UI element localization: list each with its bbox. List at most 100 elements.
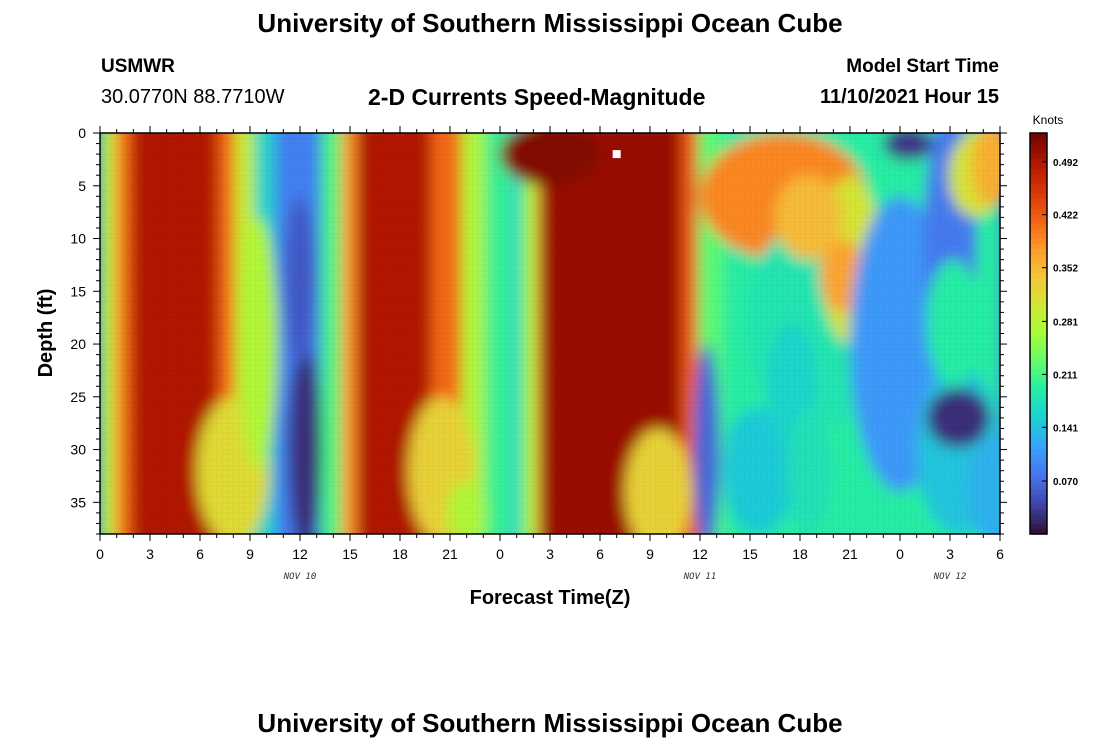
colorbar-segment [1030,308,1047,315]
x-tick-label: 12 [692,546,708,562]
chart-title: University of Southern Mississippi Ocean… [257,8,843,38]
speed-feature [786,407,830,534]
colorbar-segment [1030,413,1047,420]
speed-band [484,133,516,534]
x-tick-label: 12 [292,546,308,562]
speed-feature [693,344,720,534]
colorbar-segment [1030,188,1047,194]
x-tick-label: 9 [246,546,254,562]
speed-band [341,133,361,534]
colorbar-segment [1030,238,1047,244]
x-tick-label: 18 [792,546,808,562]
colorbar-segment [1030,523,1047,530]
x-tick-label: 3 [546,546,554,562]
speed-feature [775,175,842,260]
colorbar-segment [1030,278,1047,284]
colorbar-segment [1030,288,1047,294]
speed-feature [971,133,1000,207]
colorbar-segment [1030,443,1047,450]
colorbar-segment [1030,473,1047,480]
day-label: NOV 10 [283,572,317,582]
colorbar-segment [1030,383,1047,390]
colorbar-segment [1030,163,1047,169]
colorbar-segment [1030,183,1047,189]
speed-feature [446,481,487,534]
colorbar-segment [1030,388,1047,395]
chart-subtitle: 2-D Currents Speed-Magnitude [368,84,706,110]
colorbar-segment [1030,133,1047,139]
speed-feature [625,428,692,534]
colorbar-segment [1030,408,1047,415]
y-axis-label: Depth (ft) [35,289,57,378]
colorbar-segment [1030,228,1047,234]
colorbar-frame [1029,132,1048,535]
colorbar-segment [1030,293,1047,300]
colorbar-segment [1030,363,1047,370]
colorbar-segment [1030,498,1047,505]
colorbar-segment [1030,433,1047,440]
y-tick-label: 10 [70,231,86,247]
footer-title: University of Southern Mississippi Ocean… [257,708,843,738]
colorbar-segment [1030,428,1047,435]
colorbar-segment [1030,258,1047,264]
colorbar-tick-label: 0.211 [1053,370,1078,381]
colorbar-segment [1030,283,1047,289]
y-tick-label: 5 [78,178,86,194]
colorbar-segment [1030,373,1047,380]
colorbar-segment [1030,458,1047,465]
colorbar-segment [1030,528,1047,535]
y-tick-label: 35 [70,494,86,510]
y-tick-label: 0 [78,125,86,141]
colorbar-segment [1030,268,1047,274]
colorbar-segment [1030,248,1047,254]
colorbar-segment [1030,403,1047,410]
colorbar-segment [1030,298,1047,305]
colorbar-tick-label: 0.492 [1053,158,1078,169]
speed-band [118,133,136,534]
speed-feature [883,133,934,161]
y-tick-label: 30 [70,442,86,458]
colorbar-segment [1030,173,1047,179]
colorbar-segment [1030,438,1047,445]
colorbar-segment [1030,223,1047,229]
colorbar-segment [1030,328,1047,335]
position-marker [612,150,621,159]
x-tick-label: 6 [196,546,204,562]
speed-feature [285,196,315,366]
colorbar-unit: Knots [1033,113,1064,127]
colorbar-segment [1030,218,1047,224]
colorbar-segment [1030,313,1047,320]
colorbar-segment [1030,208,1047,214]
x-axis-label: Forecast Time(Z) [470,587,631,609]
colorbar-segment [1030,513,1047,520]
colorbar-segment [1030,393,1047,400]
colorbar-tick-label: 0.070 [1053,477,1078,488]
speed-feature [721,407,795,534]
colorbar-segment [1030,178,1047,184]
colorbar-segment [1030,508,1047,515]
x-tick-label: 0 [96,546,104,562]
colorbar-segment [1030,483,1047,490]
colorbar-segment [1030,323,1047,330]
colorbar-segment [1030,418,1047,425]
colorbar-segment [1030,378,1047,385]
speed-feature [926,388,990,448]
colorbar-segment [1030,453,1047,460]
x-tick-label: 21 [842,546,858,562]
speed-feature [238,217,279,471]
colorbar-segment [1030,348,1047,355]
colorbar-segment [1030,243,1047,249]
speed-feature [500,133,600,186]
colorbar-segment [1030,343,1047,350]
colorbar-segment [1030,158,1047,164]
station-id: USMWR [101,56,175,77]
x-tick-label: 21 [442,546,458,562]
colorbar-segment [1030,168,1047,174]
colorbar-segment [1030,468,1047,475]
colorbar-segment [1030,338,1047,345]
colorbar-segment [1030,493,1047,500]
colorbar-segment [1030,448,1047,455]
speed-feature [926,259,980,387]
colorbar-segment [1030,203,1047,209]
